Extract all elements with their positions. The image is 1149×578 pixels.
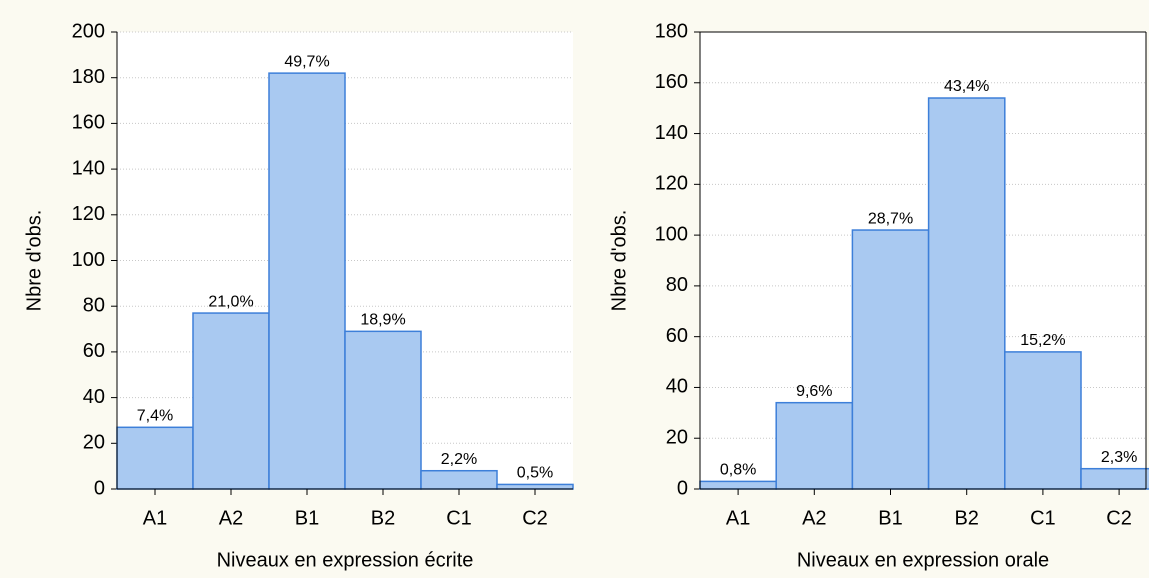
bar [1080,467,1149,490]
y-tick-label: 120 [655,173,688,195]
bar [420,469,498,490]
y-tick-label: 180 [655,20,688,42]
bar-label: 28,7% [868,210,913,227]
y-tick-label: 100 [655,223,688,245]
y-tick-label: 20 [83,432,105,454]
x-axis-title: Niveaux en expression écrite [217,549,474,571]
x-tick-label: C2 [1106,507,1132,529]
bar-label: 0,5% [517,465,553,482]
bar-label: 2,3% [1101,449,1137,466]
bar-label: 2,2% [441,451,477,468]
bar [496,483,574,490]
bar-label: 0,8% [720,462,756,479]
bar-label: 15,2% [1020,332,1065,349]
x-tick-label: B2 [371,507,395,529]
x-tick-label: A1 [726,507,750,529]
bar [699,480,777,490]
x-tick-label: B1 [878,507,902,529]
bar-label: 43,4% [944,78,989,95]
y-tick-label: 140 [72,157,105,179]
x-tick-label: B2 [954,507,978,529]
bar [192,312,270,490]
y-tick-label: 0 [677,477,688,499]
y-tick-label: 0 [94,477,105,499]
y-tick-label: 120 [72,203,105,225]
y-tick-label: 80 [83,294,105,316]
x-tick-label: B1 [295,507,319,529]
bar [1004,351,1082,490]
x-tick-label: A2 [802,507,826,529]
bar [116,426,194,490]
y-tick-label: 40 [83,386,105,408]
y-tick-label: 60 [83,340,105,362]
bar-label: 49,7% [284,53,329,70]
y-tick-label: 40 [666,376,688,398]
bar-label: 9,6% [796,383,832,400]
x-tick-label: C1 [446,507,472,529]
y-tick-label: 20 [666,427,688,449]
y-tick-label: 60 [666,325,688,347]
bar [927,97,1006,490]
y-axis-title: Nbre d'obs. [608,210,630,312]
y-tick-label: 200 [72,20,105,42]
bar-label: 18,9% [360,312,405,329]
y-tick-label: 160 [655,71,688,93]
bar [344,330,422,490]
y-tick-label: 80 [666,274,688,296]
y-axis-title: Nbre d'obs. [23,210,45,312]
x-tick-label: C1 [1030,507,1056,529]
x-tick-label: C2 [522,507,548,529]
bar [775,401,854,490]
y-tick-label: 180 [72,66,105,88]
bar-label: 7,4% [137,408,173,425]
y-tick-label: 160 [72,112,105,134]
y-tick-label: 100 [72,249,105,271]
bar [851,229,930,490]
x-tick-label: A1 [143,507,167,529]
bar-label: 21,0% [208,293,253,310]
x-tick-label: A2 [219,507,243,529]
x-axis-title: Niveaux en expression orale [797,549,1049,571]
bar [268,72,346,490]
y-tick-label: 140 [655,122,688,144]
